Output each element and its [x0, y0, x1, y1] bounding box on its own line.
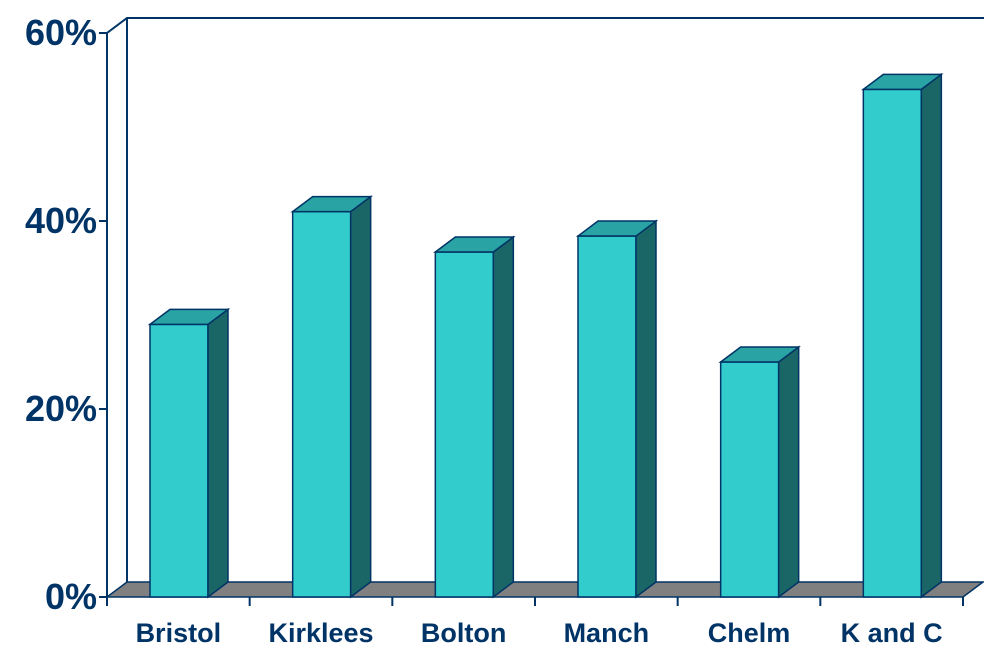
bar-side	[208, 309, 228, 597]
bar-front	[435, 252, 493, 597]
y-tick-label: 60%	[25, 12, 97, 53]
x-category-label: Manch	[564, 618, 650, 645]
bar-bolton	[435, 237, 513, 597]
y-tick-label: 20%	[25, 388, 97, 429]
y-tick-label: 0%	[45, 576, 97, 617]
x-category-label: K and C	[841, 618, 943, 645]
bar-front	[863, 89, 921, 597]
x-category-label: Bristol	[136, 618, 222, 645]
chart-floor	[107, 582, 983, 597]
x-category-label: Kirklees	[268, 618, 373, 645]
bar-front	[721, 362, 779, 597]
bar-side	[493, 237, 513, 597]
bar-kirklees	[293, 197, 371, 597]
bar-side	[921, 74, 941, 597]
back-wall-edge	[107, 18, 984, 597]
bar-side	[779, 347, 799, 597]
bars	[150, 74, 941, 597]
bar-front	[578, 236, 636, 597]
chart-axes	[107, 18, 984, 606]
x-category-label: Bolton	[421, 618, 506, 645]
bar-side	[636, 221, 656, 597]
bar-side	[351, 197, 371, 597]
bar-front	[293, 212, 351, 597]
x-axis-labels: Bristol Kirklees Bolton Manch Chelm K and C	[136, 618, 943, 645]
floor-plane	[107, 582, 983, 597]
y-axis-ticks: 0% 20% 40% 60%	[25, 12, 107, 617]
bar-k-and-c	[863, 74, 941, 597]
bar-bristol	[150, 309, 228, 597]
y-tick-label: 40%	[25, 200, 97, 241]
bar-manch	[578, 221, 656, 597]
bar-front	[150, 324, 208, 597]
x-category-label: Chelm	[708, 618, 791, 645]
bar-chelm	[721, 347, 799, 597]
